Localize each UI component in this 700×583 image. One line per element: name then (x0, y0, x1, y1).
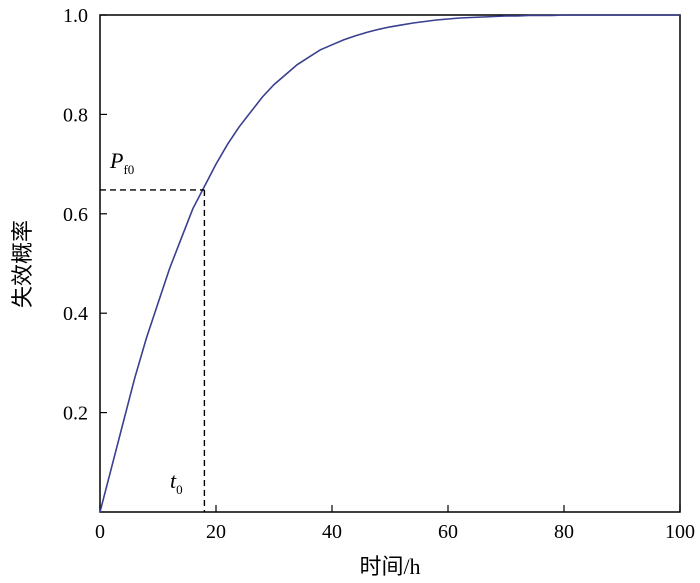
x-tick-label: 40 (322, 521, 342, 543)
y-tick-label: 0.2 (63, 403, 88, 425)
x-axis-ticks: 0 20 40 60 80 100 (95, 505, 695, 543)
x-tick-label: 80 (554, 521, 574, 543)
pf0-subscript: f0 (123, 162, 134, 177)
plot-frame (99, 14, 681, 513)
y-tick-label: 0.6 (63, 204, 88, 226)
y-axis-ticks: 0.2 0.4 0.6 0.8 1.0 (63, 5, 107, 425)
t0-subscript: 0 (176, 482, 183, 497)
x-tick-label: 100 (665, 521, 695, 543)
pf0-symbol: P (109, 148, 123, 173)
y-tick-label: 1.0 (63, 5, 88, 27)
y-tick-label: 0.8 (63, 104, 88, 126)
y-tick-label: 0.4 (63, 303, 88, 325)
x-axis-title: 时间/h (359, 554, 420, 579)
t0-symbol: t (170, 468, 177, 493)
x-tick-label: 20 (206, 521, 226, 543)
series-line-failure-probability (99, 14, 680, 513)
t0-annotation: t0 (170, 468, 183, 497)
y-axis-title: 失效概率 (10, 220, 35, 308)
x-tick-label: 0 (95, 521, 105, 543)
x-tick-label: 60 (438, 521, 458, 543)
pf0-annotation: Pf0 (109, 148, 134, 177)
